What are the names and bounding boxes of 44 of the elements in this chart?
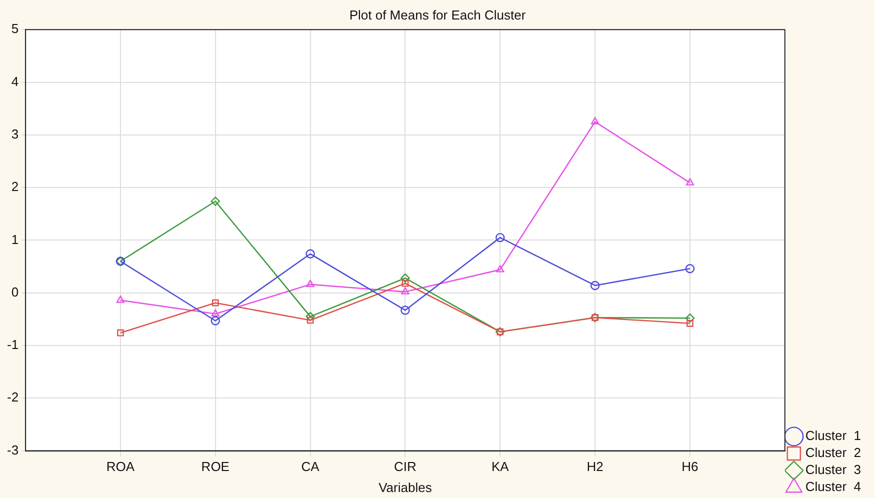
point (686, 178, 694, 186)
y-tick-label: 0 (11, 284, 19, 300)
point (496, 232, 505, 242)
point (590, 117, 600, 124)
point (211, 309, 220, 317)
point (306, 280, 314, 288)
legend-label: Cluster 3 (805, 462, 862, 478)
legend-label: Cluster 1 (805, 428, 862, 444)
x-tick-label: ROE (201, 459, 230, 474)
point (686, 320, 694, 327)
x-tick-label: CIR (394, 459, 416, 474)
point (210, 316, 220, 326)
y-tick-label: -2 (6, 390, 19, 405)
y-tick-label: 4 (11, 74, 19, 89)
y-tick-label: 3 (11, 126, 19, 142)
point (306, 312, 315, 322)
y-tick-label: 2 (11, 179, 19, 194)
x-tick-label: CA (301, 459, 320, 474)
x-axis-title: Variables (378, 480, 432, 495)
x-tick-label: H2 (586, 459, 604, 474)
x-tick-label: KA (491, 459, 510, 474)
point (400, 274, 410, 283)
legend-label: Cluster 4 (805, 479, 862, 494)
chart-title: Plot of Means for Each Cluster (349, 7, 526, 22)
point (117, 329, 124, 336)
point (496, 265, 504, 272)
x-tick-label: ROA (106, 459, 135, 474)
x-tick-label: H6 (682, 459, 698, 474)
point (212, 299, 219, 306)
point (590, 280, 600, 290)
point (400, 306, 410, 315)
point (210, 196, 220, 206)
y-tick-label: -1 (6, 337, 19, 352)
point (401, 287, 410, 294)
point (402, 280, 409, 287)
point (306, 316, 314, 324)
y-tick-label: -3 (6, 442, 19, 458)
point (116, 296, 125, 303)
y-tick-label: 1 (11, 232, 19, 247)
point (685, 264, 695, 274)
point (685, 314, 695, 323)
legend-label: Cluster 2 (805, 445, 862, 460)
point (306, 249, 315, 258)
y-tick-label: 5 (11, 21, 19, 36)
